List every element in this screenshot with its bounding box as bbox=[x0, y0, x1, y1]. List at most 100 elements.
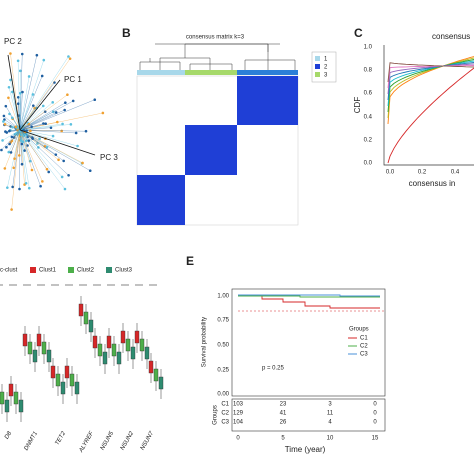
row-label: C3 bbox=[221, 420, 229, 426]
matrix-block bbox=[185, 125, 237, 175]
box bbox=[69, 373, 75, 387]
box bbox=[74, 381, 80, 395]
legend-label: C3 bbox=[360, 352, 368, 358]
legend-swatch bbox=[106, 267, 112, 273]
point bbox=[9, 151, 13, 154]
box bbox=[102, 351, 108, 365]
edge bbox=[19, 129, 21, 156]
box bbox=[36, 333, 42, 347]
box bbox=[64, 365, 70, 379]
point bbox=[54, 153, 58, 156]
point bbox=[93, 98, 97, 102]
boxplots: D8 DNMT1 TET2 ALYREF NSUN5 NSUN2 NSUN7 bbox=[0, 284, 164, 455]
matrix-block bbox=[137, 175, 185, 225]
box bbox=[41, 341, 47, 355]
point bbox=[27, 139, 31, 142]
risk-table-frame bbox=[231, 398, 386, 432]
tick-label: 0.2 bbox=[364, 138, 373, 144]
point bbox=[67, 55, 70, 58]
axis-title: consensus in bbox=[409, 179, 456, 188]
tick-label: 1.00 bbox=[217, 294, 229, 300]
box bbox=[139, 338, 145, 352]
point bbox=[44, 122, 47, 126]
tick-label: 0.4 bbox=[451, 170, 460, 176]
point bbox=[30, 168, 34, 172]
edge bbox=[19, 129, 43, 182]
tick-label: 0.8 bbox=[364, 68, 373, 74]
edge bbox=[19, 129, 83, 164]
tick-label: 0.4 bbox=[364, 115, 373, 121]
point bbox=[18, 69, 22, 73]
edge bbox=[19, 129, 33, 139]
edge bbox=[8, 97, 21, 131]
row-label: C2 bbox=[221, 411, 229, 417]
row-label: C1 bbox=[221, 402, 229, 408]
point bbox=[49, 126, 53, 130]
tick-label: 0 bbox=[236, 436, 240, 442]
gene-label: ALYREF bbox=[78, 431, 95, 455]
edge bbox=[19, 55, 38, 131]
cdf-curve bbox=[387, 62, 474, 83]
point bbox=[39, 184, 42, 188]
tick-label: 0.50 bbox=[217, 343, 229, 349]
edge bbox=[19, 99, 95, 131]
gene-label: D8 bbox=[4, 430, 13, 440]
box bbox=[144, 346, 150, 360]
cdf-curve bbox=[387, 56, 474, 125]
point bbox=[11, 185, 14, 189]
point bbox=[18, 187, 21, 191]
legend-label: C1 bbox=[360, 336, 368, 342]
edge bbox=[12, 127, 21, 131]
axes bbox=[383, 45, 474, 166]
edge bbox=[3, 121, 21, 131]
tick-label: 0.75 bbox=[217, 318, 229, 324]
point bbox=[1, 139, 4, 142]
box bbox=[27, 341, 33, 355]
axis-title: CDF bbox=[353, 97, 362, 114]
legend: 1 2 3 bbox=[311, 51, 337, 83]
box bbox=[13, 391, 19, 405]
tick-label: 10 bbox=[327, 436, 334, 442]
edge bbox=[6, 129, 21, 148]
edge bbox=[19, 92, 23, 131]
point bbox=[2, 120, 5, 123]
legend-swatch bbox=[30, 267, 36, 273]
axis-label: PC 3 bbox=[100, 153, 118, 162]
legend-title: Groups bbox=[349, 327, 369, 333]
box bbox=[60, 381, 66, 395]
count: 3 bbox=[328, 402, 332, 408]
point bbox=[3, 122, 7, 126]
tick-label: 1.0 bbox=[364, 45, 373, 51]
point bbox=[29, 129, 32, 133]
point bbox=[18, 91, 22, 95]
gene-label: NSUN2 bbox=[120, 430, 136, 451]
edge bbox=[19, 105, 44, 131]
box bbox=[106, 335, 112, 349]
edge bbox=[8, 87, 21, 131]
cluster-bar bbox=[185, 70, 237, 75]
cdf-curve bbox=[387, 59, 474, 113]
edge bbox=[19, 112, 103, 131]
legend-swatch bbox=[68, 267, 74, 273]
edge bbox=[19, 129, 66, 190]
point bbox=[11, 90, 14, 94]
count: 11 bbox=[327, 411, 334, 417]
cluster-bar bbox=[137, 70, 185, 75]
edge bbox=[19, 124, 71, 131]
edge bbox=[19, 123, 63, 131]
survival-curves bbox=[238, 294, 385, 312]
point bbox=[74, 131, 78, 135]
panel-label: C bbox=[354, 26, 363, 40]
edge bbox=[19, 54, 23, 131]
edge bbox=[8, 129, 21, 153]
point bbox=[60, 175, 64, 179]
edge bbox=[19, 102, 66, 131]
edge bbox=[19, 129, 63, 178]
point bbox=[67, 173, 70, 177]
point bbox=[9, 78, 12, 82]
axis-label: PC 2 bbox=[4, 37, 22, 46]
box bbox=[50, 365, 56, 379]
box bbox=[125, 338, 131, 352]
p-value: p = 0.25 bbox=[262, 366, 285, 372]
point bbox=[19, 139, 23, 142]
